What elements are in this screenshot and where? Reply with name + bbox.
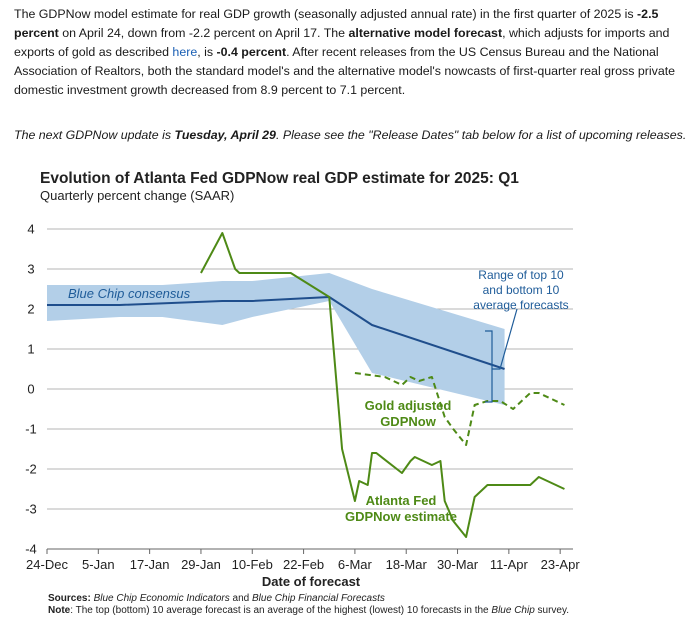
note-line: Note: The top (bottom) 10 average foreca… [48, 605, 648, 617]
here-link[interactable]: here [172, 45, 198, 59]
gdpnow-estimate-line [200, 232, 565, 538]
x-tick-label: 6-Mar [338, 557, 373, 572]
y-tick-label: 1 [27, 342, 34, 357]
sources-and: and [229, 593, 253, 604]
y-tick-label: -4 [25, 542, 37, 557]
next-update-notice: The next GDPNow update is Tuesday, April… [14, 126, 694, 144]
x-tick-label: 23-Apr [541, 557, 581, 572]
x-axis-label: Date of forecast [262, 574, 361, 589]
gold-adjusted-label: GDPNow [380, 414, 437, 429]
gdpnow-estimate-label: Atlanta Fed [366, 493, 437, 508]
x-tick-label: 24-Dec [26, 557, 68, 572]
blue-chip-consensus-line [47, 296, 505, 370]
range-label: average forecasts [473, 298, 568, 312]
blue-chip-consensus-label: Blue Chip consensus [68, 286, 191, 301]
chart-subtitle: Quarterly percent change (SAAR) [40, 188, 235, 203]
note-label: Note [48, 605, 71, 616]
x-tick-label: 17-Jan [130, 557, 170, 572]
next-update-text: The next GDPNow update is [14, 128, 175, 142]
range-leader [492, 308, 518, 370]
next-update-text: . Please see the "Release Dates" tab bel… [275, 128, 687, 142]
y-tick-label: -1 [25, 422, 37, 437]
x-tick-label: 11-Apr [490, 557, 529, 572]
intro-paragraph: The GDPNow model estimate for real GDP g… [14, 5, 694, 100]
y-tick-label: 3 [27, 262, 34, 277]
chart-title: Evolution of Atlanta Fed GDPNow real GDP… [40, 170, 519, 187]
note-text: : The top (bottom) 10 average forecast i… [70, 605, 492, 616]
intro-text: . After recent releases from the US Cens… [14, 45, 676, 97]
axes: 4 3 2 1 0 -1 -2 -3 -424-Dec 5-Jan 17-Jan 29-Jan 10-F… [25, 222, 580, 573]
sources-line: Sources: Blue Chip Economic Indicators a… [48, 593, 648, 605]
x-tick-label: 10-Feb [232, 557, 273, 572]
x-tick-label: 5-Jan [82, 557, 115, 572]
x-tick-label: 18-Mar [386, 557, 428, 572]
source-name: Blue Chip Economic Indicators [93, 593, 230, 604]
note-text: survey. [534, 605, 570, 616]
gold-adjusted-label: Gold adjusted [365, 398, 452, 413]
series-lines [47, 232, 565, 538]
gdpnow-estimate-value: -2.5 percent [14, 7, 659, 40]
next-update-date: Tuesday, April 29 [174, 128, 276, 142]
gold-adjusted-gdpnow-line [354, 372, 565, 446]
sources-label: Sources: [48, 593, 91, 604]
forecast-range-band [47, 273, 505, 405]
range-label: Range of top 10 [478, 268, 564, 282]
range-label: and bottom 10 [483, 283, 560, 297]
source-name: Blue Chip Financial Forecasts [252, 593, 385, 604]
x-tick-label: 30-Mar [437, 557, 479, 572]
range-bracket [485, 330, 493, 403]
x-tick-label: 22-Feb [283, 557, 324, 572]
alternative-estimate-value: -0.4 percent [216, 45, 287, 59]
intro-text: , which adjusts for imports and exports … [14, 26, 670, 59]
forecast-range-area [47, 273, 505, 405]
note-italic: Blue Chip [491, 605, 535, 616]
intro-text: The GDPNow model estimate for real GDP g… [14, 7, 638, 21]
y-tick-label: 0 [27, 382, 34, 397]
chart-footnote: Sources: Blue Chip Economic Indicators a… [48, 593, 648, 617]
x-tick-label: 29-Jan [181, 557, 221, 572]
intro-text: on April 24, down from -2.2 percent on A… [58, 26, 349, 40]
intro-text: , is [197, 45, 217, 59]
y-tick-label: -3 [25, 502, 37, 517]
y-tick-label: 2 [27, 302, 34, 317]
alternative-model-label: alternative model forecast [348, 26, 503, 40]
y-tick-label: -2 [25, 462, 37, 477]
gdpnow-estimate-label: GDPNow estimate [345, 509, 457, 524]
y-tick-label: 4 [27, 222, 34, 237]
